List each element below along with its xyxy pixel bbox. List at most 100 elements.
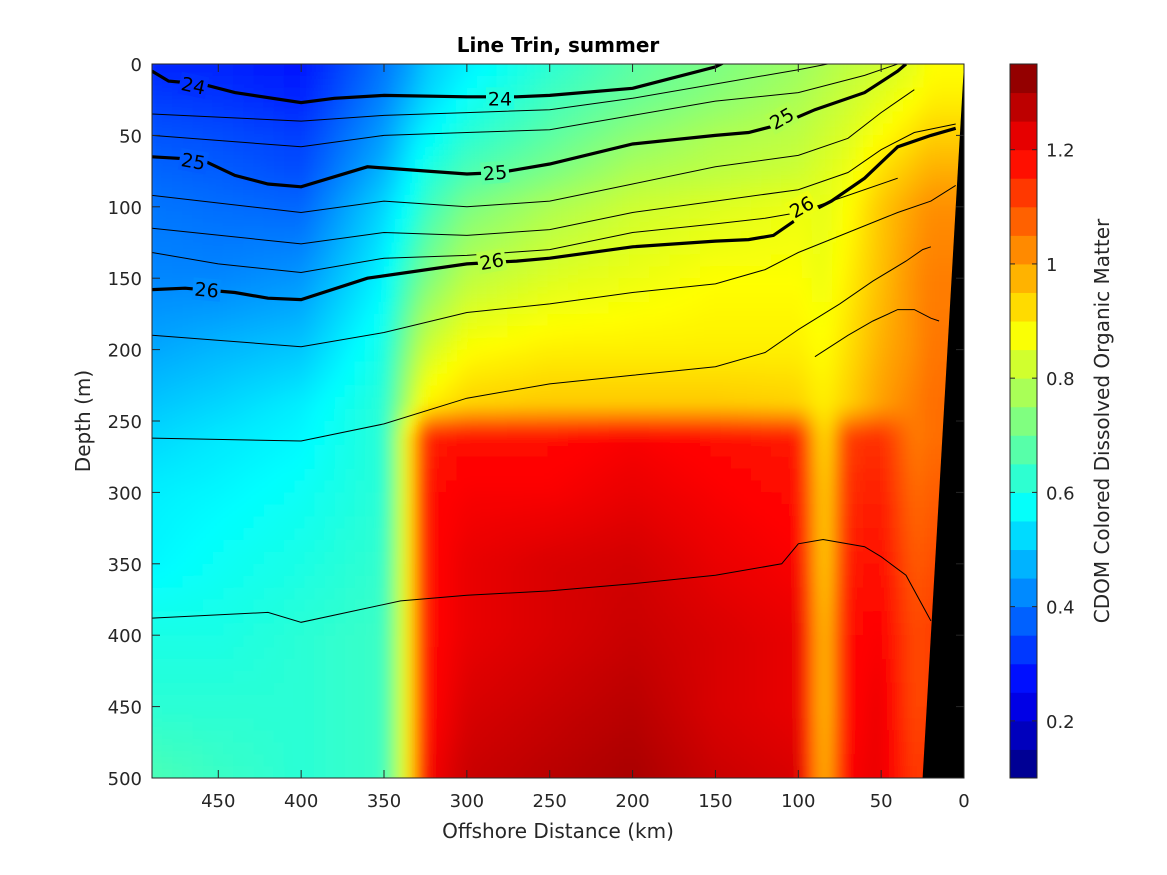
heat-cell: [649, 551, 661, 565]
heat-cell: [466, 575, 478, 589]
heat-cell: [598, 635, 610, 648]
heat-cell: [294, 218, 305, 232]
heat-cell: [202, 504, 214, 517]
heat-cell: [964, 730, 975, 743]
heat-cell: [892, 194, 904, 208]
heat-cell: [446, 313, 458, 327]
heat-cell: [314, 718, 326, 731]
heat-cell: [233, 540, 244, 553]
heat-cell: [933, 242, 945, 255]
heat-cell: [649, 635, 661, 648]
heat-cell: [791, 159, 803, 172]
heat-cell: [162, 337, 173, 351]
heat-cell: [314, 123, 326, 136]
heat-cell: [537, 409, 549, 422]
heat-cell: [964, 719, 975, 732]
heat-cell: [679, 551, 691, 565]
heat-cell: [486, 147, 498, 160]
heat-cell: [263, 361, 275, 374]
heat-cell: [700, 766, 711, 778]
heat-cell: [162, 111, 173, 125]
heat-cell: [375, 159, 387, 172]
heat-cell: [517, 492, 529, 505]
heat-cell: [740, 444, 752, 458]
heat-cell: [375, 171, 387, 184]
heat-cell: [892, 492, 904, 505]
heat-cell: [892, 647, 904, 660]
heat-cell: [172, 444, 184, 458]
heat-cell: [466, 325, 478, 339]
heat-cell: [720, 587, 732, 601]
heat-cell: [923, 504, 935, 517]
heat-cell: [659, 492, 671, 505]
heat-cell: [710, 349, 721, 363]
heat-cell: [172, 659, 184, 672]
heat-cell: [740, 706, 752, 720]
heat-cell: [426, 254, 437, 267]
heat-cell: [344, 123, 356, 136]
heat-cell: [273, 587, 285, 601]
heat-cell: [689, 206, 701, 220]
heat-cell: [730, 361, 742, 374]
heat-cell: [811, 290, 823, 303]
heat-cell: [913, 563, 924, 577]
heat-cell: [517, 730, 529, 743]
heat-cell: [689, 730, 701, 743]
heat-cell: [314, 361, 326, 374]
heat-cell: [547, 75, 559, 89]
heat-cell: [385, 99, 397, 113]
heat-cell: [740, 742, 752, 755]
heat-cell: [578, 504, 590, 517]
heat-cell: [537, 754, 549, 767]
heat-cell: [568, 480, 579, 493]
heat-cell: [568, 647, 579, 660]
heat-cell: [212, 218, 224, 232]
heat-cell: [629, 194, 640, 208]
heat-cell: [395, 742, 407, 755]
heat-cell: [761, 313, 772, 327]
heat-cell: [162, 171, 173, 184]
heat-cell: [781, 409, 793, 422]
heat-cell: [964, 695, 975, 708]
heat-cell: [679, 397, 691, 410]
heat-cell: [294, 183, 305, 196]
heat-cell: [882, 111, 894, 125]
heat-cell: [486, 409, 498, 422]
heat-cell: [821, 266, 833, 279]
heat-cell: [486, 468, 498, 482]
heat-cell: [781, 325, 793, 339]
heat-cell: [750, 575, 762, 589]
heat-cell: [720, 254, 732, 267]
heat-cell: [659, 587, 671, 601]
heat-cell: [415, 682, 427, 696]
heat-cell: [426, 623, 437, 636]
heat-cell: [375, 563, 387, 577]
heat-cell: [314, 551, 326, 565]
heat-cell: [385, 171, 397, 184]
heat-cell: [324, 397, 336, 410]
heat-cell: [202, 230, 214, 244]
heat-cell: [334, 456, 346, 470]
heat-cell: [882, 159, 894, 172]
heat-cell: [385, 135, 397, 148]
heat-cell: [933, 468, 945, 482]
heat-cell: [283, 361, 295, 374]
heat-cell: [152, 409, 153, 422]
heat-cell: [405, 254, 417, 267]
heat-cell: [629, 480, 640, 493]
heat-cell: [781, 647, 793, 660]
heat-cell: [821, 218, 833, 232]
heat-cell: [588, 230, 600, 244]
heat-cell: [750, 551, 762, 565]
heat-cell: [233, 385, 244, 398]
heat-cell: [933, 290, 945, 303]
heat-cell: [892, 313, 904, 327]
heat-cell: [761, 409, 772, 422]
heat-cell: [558, 444, 569, 458]
heat-cell: [395, 218, 407, 232]
heat-cell: [618, 337, 630, 351]
heat-cell: [730, 563, 742, 577]
heat-cell: [872, 147, 884, 160]
heat-cell: [578, 444, 590, 458]
heat-cell: [608, 563, 620, 577]
